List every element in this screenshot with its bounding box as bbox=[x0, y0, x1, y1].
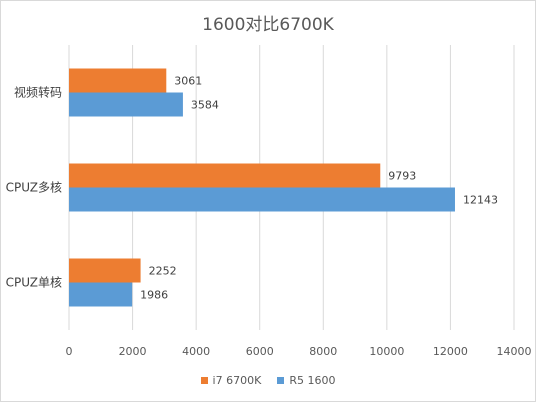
bar bbox=[69, 68, 167, 93]
category-label: CPUZ多核 bbox=[6, 181, 62, 195]
x-tick-label: 2000 bbox=[119, 345, 147, 358]
data-label: 12143 bbox=[463, 194, 498, 207]
x-tick-label: 10000 bbox=[369, 345, 404, 358]
bar bbox=[69, 258, 141, 283]
bar bbox=[69, 282, 133, 307]
x-tick-label: 14000 bbox=[497, 345, 532, 358]
data-label: 3584 bbox=[191, 99, 219, 112]
data-label: 1986 bbox=[140, 289, 168, 302]
bar bbox=[69, 187, 455, 212]
chart-title: 1600对比6700K bbox=[202, 15, 334, 35]
x-tick-label: 6000 bbox=[246, 345, 274, 358]
x-tick-label: 8000 bbox=[309, 345, 337, 358]
bar bbox=[69, 163, 381, 188]
data-label: 9793 bbox=[388, 170, 416, 183]
legend-item-i7: i7 6700K bbox=[200, 374, 262, 387]
legend: i7 6700K R5 1600 bbox=[0, 374, 536, 387]
x-tick-label: 0 bbox=[66, 345, 73, 358]
legend-item-r5: R5 1600 bbox=[277, 374, 335, 387]
bar bbox=[69, 92, 183, 117]
data-label: 3061 bbox=[174, 75, 202, 88]
category-label: CPUZ单核 bbox=[6, 276, 62, 290]
category-label: 视频转码 bbox=[14, 85, 62, 100]
legend-label-i7: i7 6700K bbox=[212, 374, 262, 387]
legend-swatch-i7 bbox=[200, 377, 208, 384]
legend-label-r5: R5 1600 bbox=[289, 374, 336, 387]
data-label: 2252 bbox=[149, 265, 177, 278]
x-tick-label: 4000 bbox=[182, 345, 210, 358]
x-tick-label: 12000 bbox=[433, 345, 468, 358]
legend-swatch-r5 bbox=[277, 377, 285, 384]
